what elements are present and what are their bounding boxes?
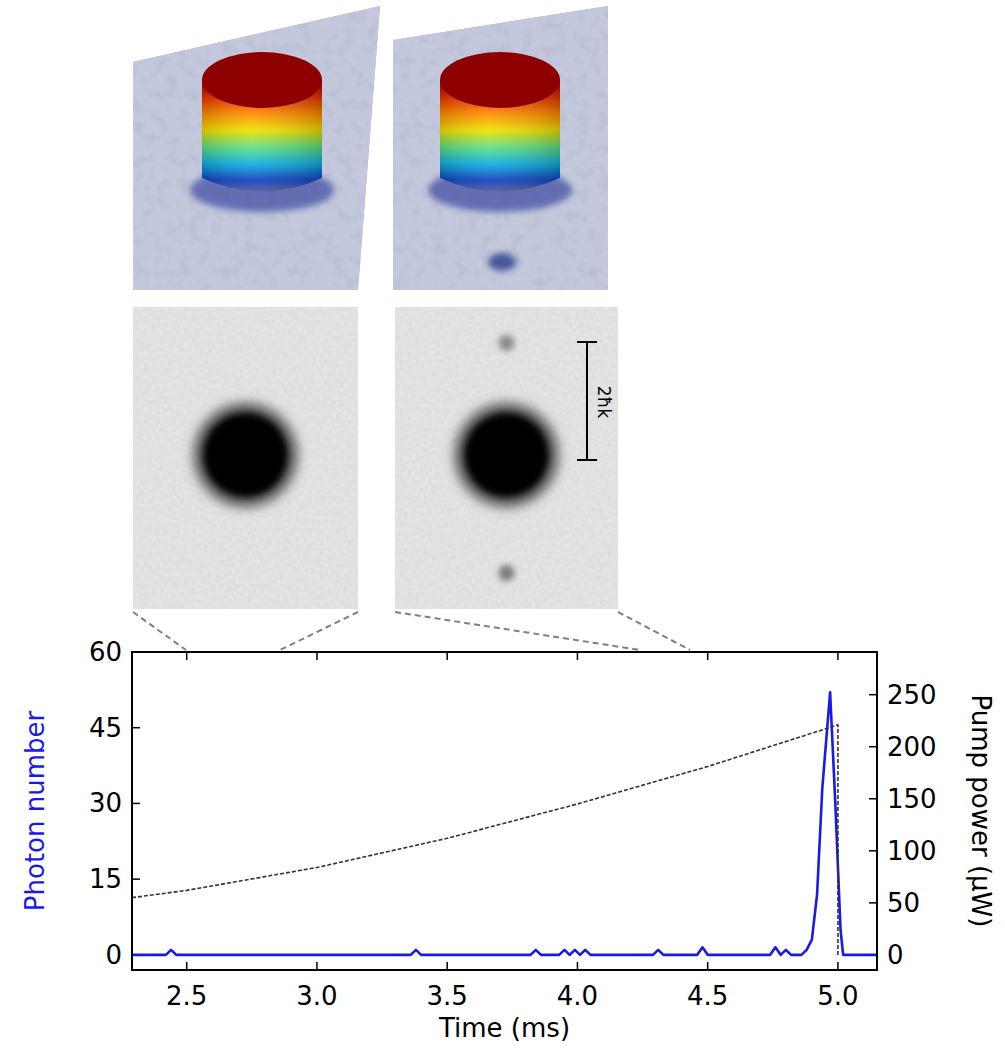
cloud-center	[204, 413, 288, 497]
image-background	[133, 307, 358, 609]
surface-base	[393, 6, 608, 290]
connector	[618, 612, 690, 650]
surface-texture	[393, 6, 608, 290]
x-axis-title: Time (ms)	[438, 1013, 570, 1043]
y-tick-label: 45	[89, 713, 122, 743]
series-group	[132, 692, 877, 955]
series-line	[132, 725, 838, 955]
series-line	[132, 692, 877, 954]
x-tick-label: 4.0	[557, 981, 598, 1011]
y-tick	[132, 878, 140, 880]
cloud-halo	[455, 403, 559, 507]
y2-tick	[869, 798, 877, 800]
x-tick-label: 4.5	[687, 981, 728, 1011]
absorption-image	[133, 307, 358, 609]
surface-side-peak	[488, 253, 516, 271]
surface-plot	[133, 6, 380, 290]
y2-axis-title: Pump power (μW)	[966, 695, 996, 928]
y-tick-label: 0	[105, 940, 122, 970]
cloud-center	[465, 413, 549, 497]
y2-tick-label: 150	[887, 784, 937, 814]
x-tick-label: 5.0	[817, 981, 858, 1011]
image-noise	[133, 307, 358, 609]
image-background	[395, 307, 618, 609]
scale-label: 2ħk	[594, 386, 614, 419]
x-tick	[186, 962, 188, 970]
y-tick-label: 30	[89, 788, 122, 818]
x-tick-top	[446, 652, 448, 660]
y-tick	[132, 803, 140, 805]
chart: 2.5 3.0 3.5 4.0 4.5 5.0 0 15 30 45 60 0 50 100 150 200 2…	[20, 637, 996, 1043]
surface-plot	[393, 6, 608, 290]
x-tick-top	[577, 652, 579, 660]
y-tick-label: 15	[89, 864, 122, 894]
y2-tick	[869, 746, 877, 748]
x-tick-label: 3.5	[427, 981, 468, 1011]
y2-tick	[869, 850, 877, 852]
y-axis-title: Photon number	[20, 711, 50, 912]
y2-tick-label: 100	[887, 836, 937, 866]
x-tick	[837, 962, 839, 970]
y-tick	[132, 727, 140, 729]
image-noise	[395, 307, 618, 609]
connector	[280, 612, 358, 650]
y2-tick-label: 50	[887, 888, 920, 918]
scale-bar	[586, 342, 588, 460]
x-tick-label: 2.5	[166, 981, 207, 1011]
y2-tick-label: 0	[887, 940, 904, 970]
x-tick-top	[186, 652, 188, 660]
absorption-image: 2ħk	[395, 307, 618, 609]
scale-bar-cap	[577, 459, 597, 461]
y2-tick-label: 250	[887, 680, 937, 710]
surface-peak-top	[440, 52, 560, 108]
y2-tick	[869, 694, 877, 696]
side-peak	[499, 565, 515, 581]
surface-base	[133, 6, 380, 290]
x-tick	[707, 962, 709, 970]
surface-texture	[133, 6, 380, 290]
figure: 2ħk2.53.03.54.04.55.00153045600501001502…	[0, 0, 1005, 1059]
plot-frame	[132, 652, 877, 970]
connector	[133, 612, 186, 650]
y2-tick-label: 200	[887, 732, 937, 762]
side-peak	[499, 335, 515, 351]
x-tick-label: 3.0	[296, 981, 337, 1011]
x-tick	[577, 962, 579, 970]
x-tick-top	[837, 652, 839, 660]
cloud-halo	[194, 403, 298, 507]
scale-bar-cap	[577, 341, 597, 343]
x-tick	[316, 962, 318, 970]
y-tick-label: 60	[89, 637, 122, 667]
y2-tick	[869, 902, 877, 904]
x-tick	[446, 962, 448, 970]
surface-peak-top	[202, 52, 322, 108]
x-tick-top	[707, 652, 709, 660]
x-tick-top	[316, 652, 318, 660]
connector	[395, 612, 640, 650]
